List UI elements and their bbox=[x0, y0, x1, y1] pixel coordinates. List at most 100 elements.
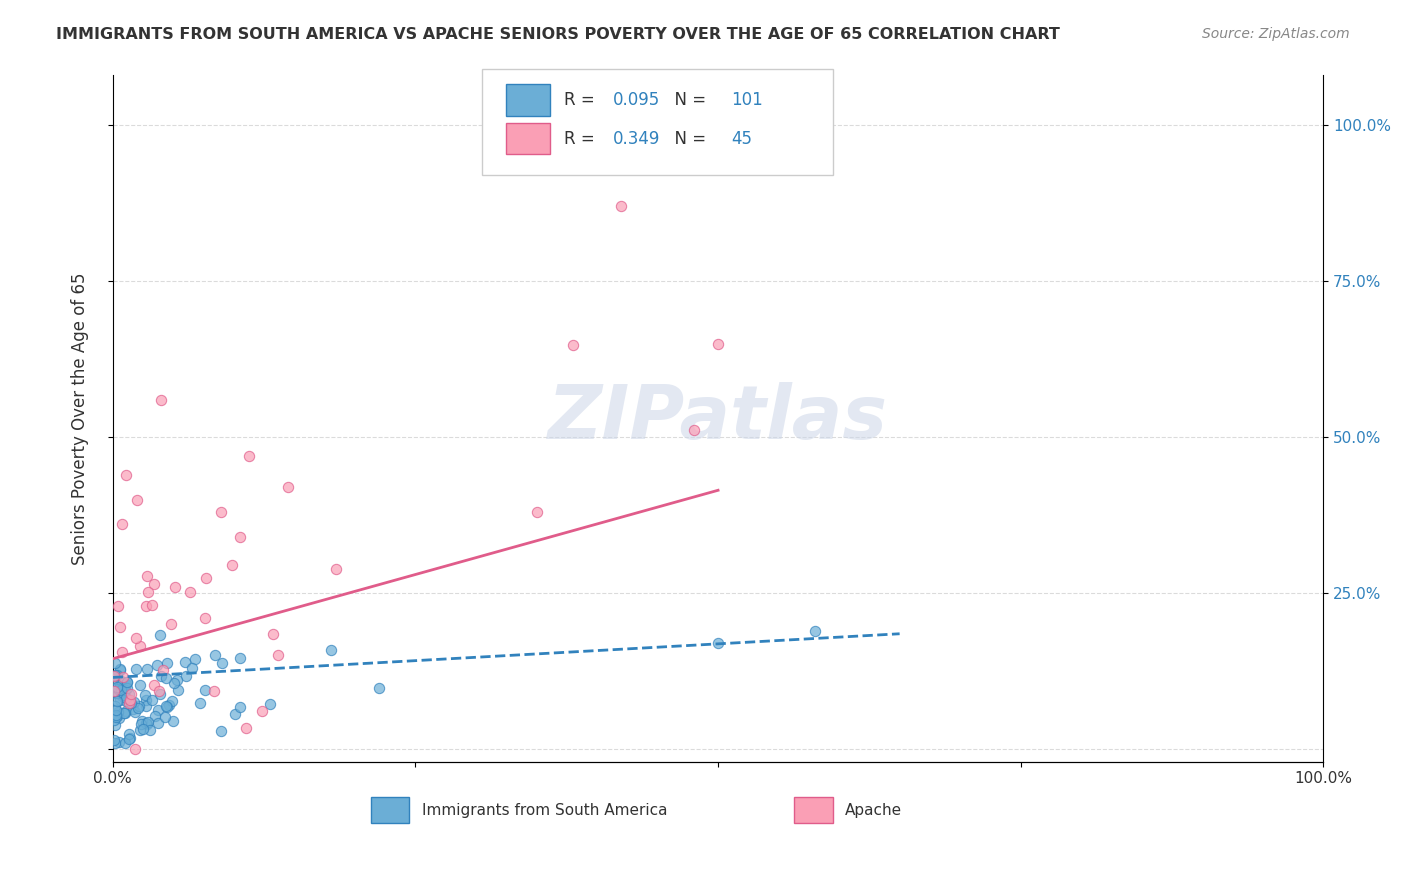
Point bbox=[707, 336, 730, 351]
Point bbox=[103, 686, 125, 700]
Point bbox=[112, 706, 135, 720]
Point bbox=[136, 714, 159, 729]
FancyBboxPatch shape bbox=[506, 85, 550, 116]
Point bbox=[108, 663, 131, 677]
Point bbox=[125, 631, 148, 645]
Point bbox=[142, 678, 165, 692]
Point bbox=[707, 636, 730, 650]
Point bbox=[209, 505, 232, 519]
Point bbox=[101, 673, 124, 687]
Point bbox=[118, 693, 141, 707]
Point bbox=[127, 701, 149, 715]
Point bbox=[103, 669, 125, 683]
Point bbox=[114, 736, 136, 750]
Point bbox=[194, 683, 217, 698]
Point bbox=[146, 703, 169, 717]
Point bbox=[526, 505, 548, 519]
Point bbox=[174, 656, 197, 670]
Point bbox=[229, 651, 252, 665]
Point bbox=[262, 627, 284, 641]
Text: N =: N = bbox=[664, 129, 711, 147]
Point bbox=[149, 669, 172, 683]
Point bbox=[128, 723, 150, 738]
Point bbox=[561, 338, 583, 352]
Point bbox=[124, 742, 146, 756]
Point bbox=[135, 715, 157, 730]
Point bbox=[104, 718, 127, 732]
Point bbox=[179, 584, 201, 599]
Point bbox=[115, 690, 138, 705]
Point bbox=[148, 715, 170, 730]
Point bbox=[159, 617, 181, 632]
Point bbox=[108, 693, 131, 707]
Point bbox=[194, 571, 217, 585]
Point bbox=[804, 624, 827, 638]
Point bbox=[325, 561, 347, 575]
Point bbox=[111, 516, 134, 531]
Point bbox=[115, 467, 138, 482]
Point bbox=[107, 680, 129, 694]
Point bbox=[163, 580, 186, 594]
Point bbox=[138, 723, 160, 738]
Point bbox=[107, 686, 129, 700]
Point bbox=[129, 639, 152, 653]
Point bbox=[104, 707, 127, 722]
Point bbox=[135, 717, 157, 731]
Point bbox=[131, 714, 153, 728]
Point bbox=[115, 674, 138, 689]
Point bbox=[141, 693, 163, 707]
Point bbox=[125, 492, 148, 507]
Point bbox=[107, 705, 129, 719]
Point bbox=[103, 656, 125, 670]
Point bbox=[277, 480, 299, 494]
Point bbox=[103, 732, 125, 747]
Point bbox=[115, 675, 138, 690]
Text: 45: 45 bbox=[731, 129, 752, 147]
Point bbox=[166, 673, 188, 687]
Text: R =: R = bbox=[564, 129, 600, 147]
Point bbox=[135, 693, 157, 707]
Point bbox=[136, 585, 159, 599]
Point bbox=[122, 702, 145, 716]
Point bbox=[266, 648, 288, 662]
Point bbox=[104, 698, 127, 713]
Point bbox=[163, 676, 186, 690]
Point bbox=[105, 694, 128, 708]
Point bbox=[103, 736, 125, 750]
Point bbox=[112, 689, 135, 703]
Point bbox=[103, 684, 125, 698]
Point bbox=[129, 717, 152, 731]
Point bbox=[152, 663, 174, 677]
Point bbox=[120, 696, 142, 710]
Point bbox=[183, 652, 205, 666]
Point bbox=[194, 610, 217, 624]
Point bbox=[204, 684, 226, 698]
Point bbox=[105, 668, 128, 682]
Text: ZIPatlas: ZIPatlas bbox=[548, 382, 889, 455]
Text: R =: R = bbox=[564, 91, 600, 109]
FancyBboxPatch shape bbox=[794, 797, 832, 823]
Point bbox=[132, 723, 155, 737]
Point bbox=[110, 686, 132, 700]
Point bbox=[153, 709, 176, 723]
Point bbox=[107, 599, 129, 614]
Point bbox=[156, 656, 179, 670]
Point bbox=[211, 657, 233, 671]
Point bbox=[108, 663, 131, 677]
Point bbox=[118, 731, 141, 746]
Point bbox=[107, 682, 129, 697]
Text: 101: 101 bbox=[731, 91, 763, 109]
Point bbox=[135, 599, 157, 614]
Point bbox=[155, 672, 177, 686]
Point bbox=[141, 598, 163, 612]
Point bbox=[110, 678, 132, 692]
Point bbox=[108, 735, 131, 749]
Point bbox=[148, 683, 170, 698]
Point bbox=[319, 643, 342, 657]
Point bbox=[114, 706, 136, 720]
Point bbox=[157, 698, 180, 712]
Point bbox=[118, 732, 141, 747]
Point bbox=[103, 713, 125, 727]
Point bbox=[115, 677, 138, 691]
Point bbox=[105, 708, 128, 723]
